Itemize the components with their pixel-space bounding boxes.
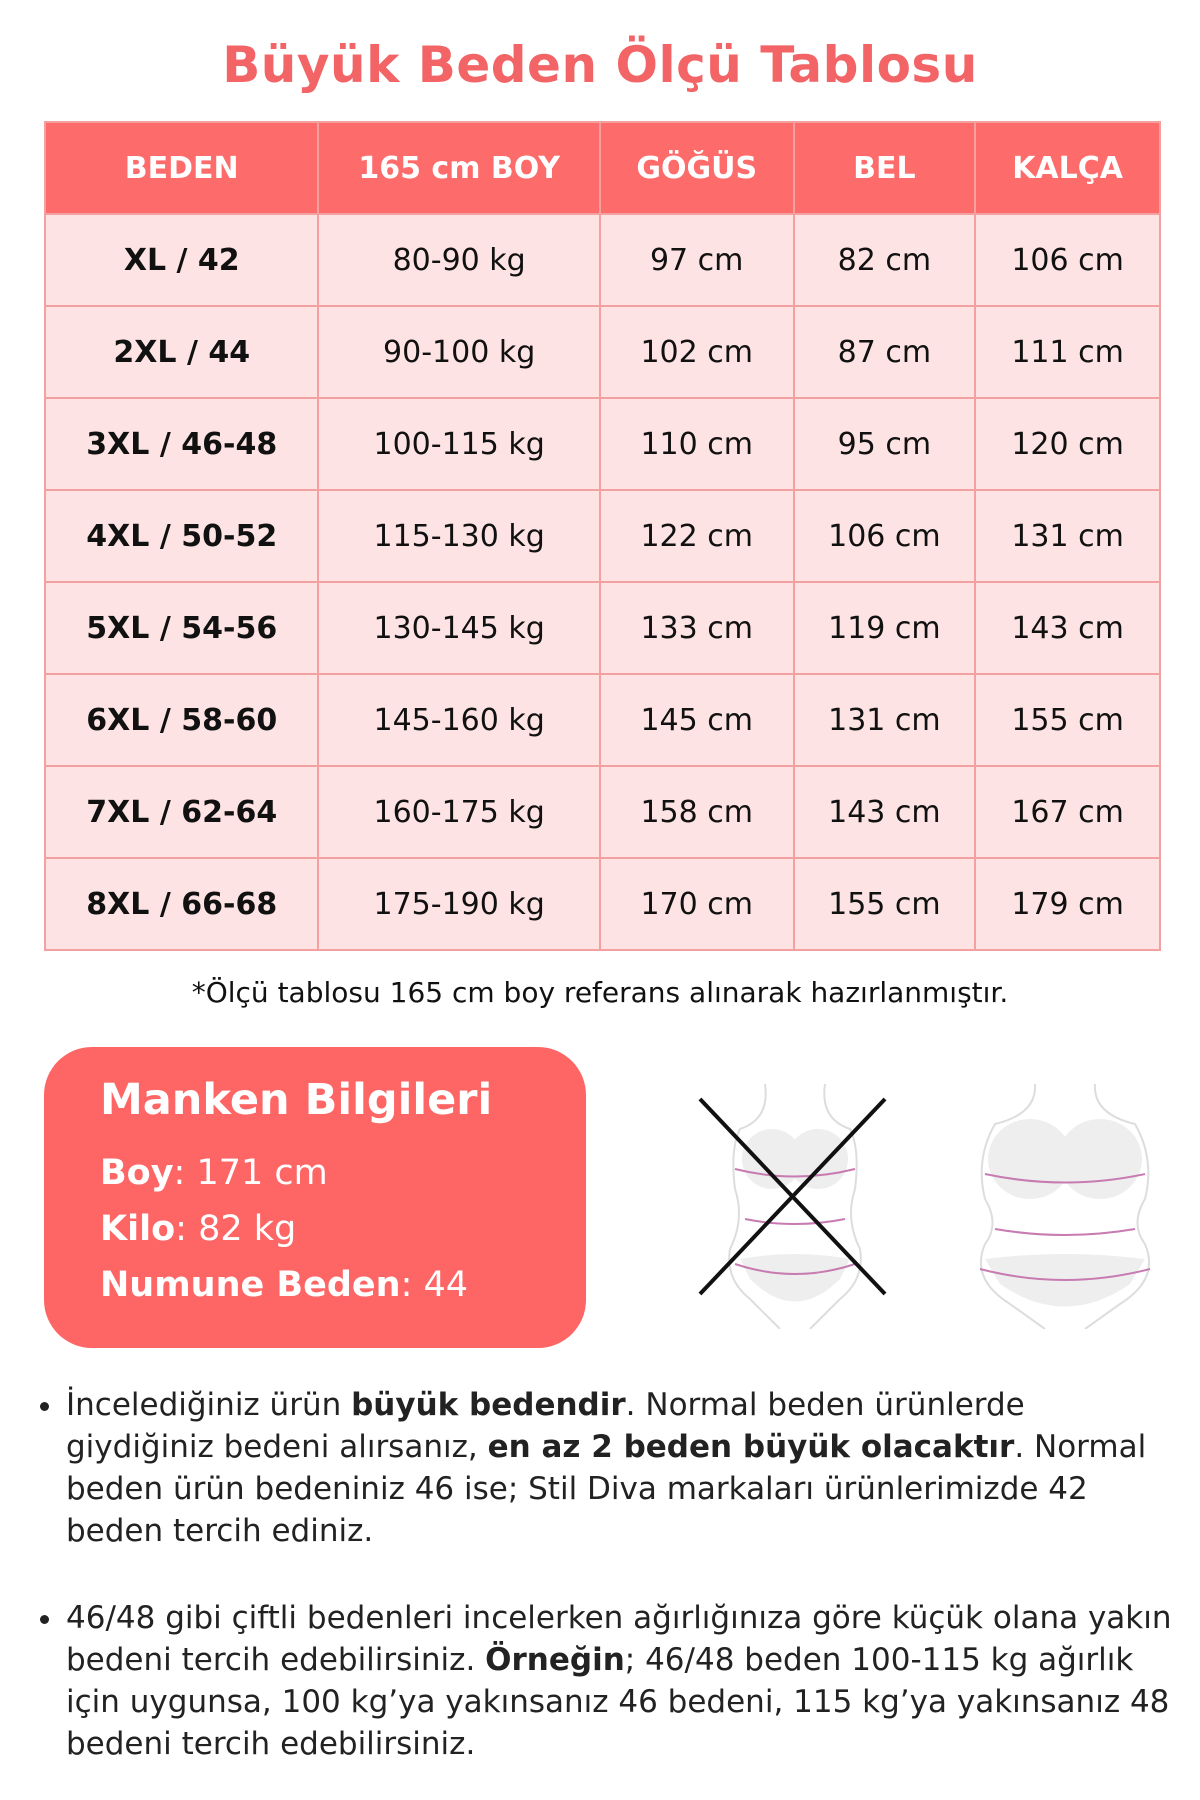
table-row: 8XL / 66-68 175-190 kg 170 cm 155 cm 179 cm xyxy=(43,857,1161,951)
table-cell: 155 cm xyxy=(792,857,977,951)
label: Kilo xyxy=(100,1209,176,1249)
info-bullet: 46/48 gibi çiftli bedenleri incelerken a… xyxy=(40,1597,1176,1765)
model-weight: Kilo: 82 kg xyxy=(100,1201,586,1257)
table-cell: 158 cm xyxy=(598,765,795,859)
bullet-text: büyük bedendir xyxy=(351,1387,626,1423)
table-row: 6XL / 58-60 145-160 kg 145 cm 131 cm 155 cm xyxy=(43,673,1161,767)
bullet-text: en az 2 beden büyük olacaktır xyxy=(487,1429,1015,1465)
bullet-text: İncelediğiniz ürün xyxy=(66,1387,352,1423)
table-cell: 115-130 kg xyxy=(317,489,601,583)
bullet-icon xyxy=(40,1402,49,1411)
bullet-icon xyxy=(40,1615,49,1624)
table-cell: 90-100 kg xyxy=(317,305,601,399)
model-info-title: Manken Bilgileri xyxy=(100,1075,493,1125)
page-title: Büyük Beden Ölçü Tablosu xyxy=(222,36,978,94)
table-row: XL / 42 80-90 kg 97 cm 82 cm 106 cm xyxy=(43,213,1161,307)
table-cell: 167 cm xyxy=(974,765,1161,859)
column-header: KALÇA xyxy=(974,121,1161,215)
bullet-text: 46/48 gibi çiftli bedenleri incelerken a… xyxy=(66,1600,1172,1678)
table-row: 3XL / 46-48 100-115 kg 110 cm 95 cm 120 cm xyxy=(43,397,1161,491)
table-cell: 122 cm xyxy=(598,489,795,583)
table-cell: 4XL / 50-52 xyxy=(43,489,320,583)
table-cell: 6XL / 58-60 xyxy=(43,673,320,767)
table-cell: 175-190 kg xyxy=(317,857,601,951)
table-header-row: BEDEN 165 cm BOY GÖĞÜS BEL KALÇA xyxy=(43,121,1161,215)
table-cell: 8XL / 66-68 xyxy=(43,857,320,951)
table-row: 5XL / 54-56 130-145 kg 133 cm 119 cm 143 cm xyxy=(43,581,1161,675)
table-cell: 160-175 kg xyxy=(317,765,601,859)
table-cell: 179 cm xyxy=(974,857,1161,951)
table-cell: 106 cm xyxy=(792,489,977,583)
table-cell: 87 cm xyxy=(792,305,977,399)
table-cell: 170 cm xyxy=(598,857,795,951)
table-cell: 82 cm xyxy=(792,213,977,307)
bullet-text: . Normal beden ürünlerde giydiğiniz bede… xyxy=(66,1387,1025,1465)
value: : 44 xyxy=(400,1265,469,1305)
table-cell: 80-90 kg xyxy=(317,213,601,307)
table-cell: 110 cm xyxy=(598,397,795,491)
table-cell: 130-145 kg xyxy=(317,581,601,675)
info-bullet: İncelediğiniz ürün büyük bedendir. Norma… xyxy=(40,1384,1176,1552)
table-footnote: *Ölçü tablosu 165 cm boy referans alınar… xyxy=(191,976,1009,1009)
column-header: BEDEN xyxy=(43,121,320,215)
bullet-text: ; 46/48 beden 100-115 kg ağırlık için uy… xyxy=(66,1642,1170,1762)
table-cell: 100-115 kg xyxy=(317,397,601,491)
table-cell: 2XL / 44 xyxy=(43,305,320,399)
table-cell: 5XL / 54-56 xyxy=(43,581,320,675)
table-row: 4XL / 50-52 115-130 kg 122 cm 106 cm 131 cm xyxy=(43,489,1161,583)
table-cell: 97 cm xyxy=(598,213,795,307)
table-cell: 131 cm xyxy=(792,673,977,767)
table-cell: 155 cm xyxy=(974,673,1161,767)
column-header: BEL xyxy=(792,121,977,215)
table-cell: 145 cm xyxy=(598,673,795,767)
column-header: GÖĞÜS xyxy=(598,121,795,215)
table-cell: 145-160 kg xyxy=(317,673,601,767)
table-cell: 95 cm xyxy=(792,397,977,491)
model-sample-size: Numune Beden: 44 xyxy=(100,1257,586,1313)
table-cell: 120 cm xyxy=(974,397,1161,491)
slim-body-crossed-illustration xyxy=(698,1083,887,1329)
label: Boy xyxy=(100,1153,174,1193)
table-row: 7XL / 62-64 160-175 kg 158 cm 143 cm 167 cm xyxy=(43,765,1161,859)
table-cell: XL / 42 xyxy=(43,213,320,307)
label: Numune Beden xyxy=(100,1265,401,1305)
table-cell: 133 cm xyxy=(598,581,795,675)
table-cell: 143 cm xyxy=(974,581,1161,675)
value: : 171 cm xyxy=(173,1153,328,1193)
model-info-card: Manken Bilgileri Boy: 171 cm Kilo: 82 kg… xyxy=(44,1047,586,1348)
value: : 82 kg xyxy=(175,1209,297,1249)
table-row: 2XL / 44 90-100 kg 102 cm 87 cm 111 cm xyxy=(43,305,1161,399)
table-cell: 143 cm xyxy=(792,765,977,859)
plus-size-body-illustration xyxy=(979,1083,1151,1329)
table-cell: 131 cm xyxy=(974,489,1161,583)
bullet-text: Örneğin xyxy=(485,1642,625,1678)
model-height: Boy: 171 cm xyxy=(100,1145,586,1201)
table-cell: 106 cm xyxy=(974,213,1161,307)
table-cell: 102 cm xyxy=(598,305,795,399)
table-cell: 7XL / 62-64 xyxy=(43,765,320,859)
column-header: 165 cm BOY xyxy=(317,121,601,215)
size-table: BEDEN 165 cm BOY GÖĞÜS BEL KALÇA XL / 42 80-9… xyxy=(43,121,1161,951)
bullet-text: . Normal beden ürün bedeniniz 46 ise; St… xyxy=(66,1429,1147,1549)
table-cell: 111 cm xyxy=(974,305,1161,399)
table-cell: 3XL / 46-48 xyxy=(43,397,320,491)
table-cell: 119 cm xyxy=(792,581,977,675)
